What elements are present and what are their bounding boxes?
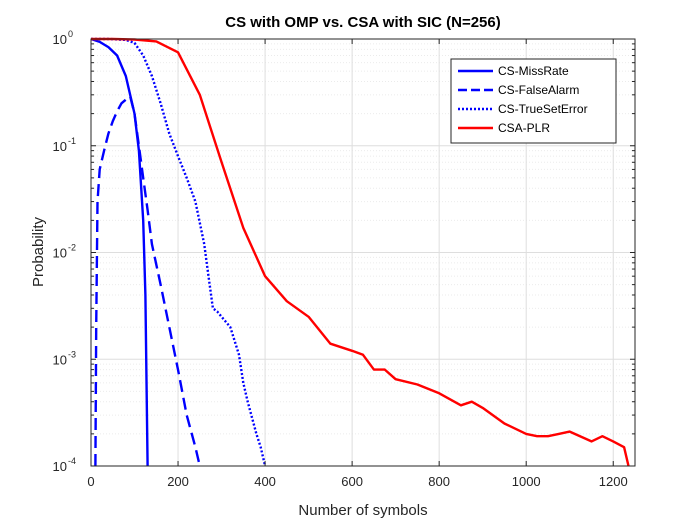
y-tick-label-base: 10	[53, 352, 67, 367]
x-tick-label: 200	[167, 474, 189, 489]
x-tick-label: 1000	[512, 474, 541, 489]
legend-label-cs-falsealarm: CS-FalseAlarm	[498, 83, 579, 97]
chart-title: CS with OMP vs. CSA with SIC (N=256)	[225, 14, 500, 31]
x-axis-label: Number of symbols	[298, 502, 427, 519]
series-line-cs-trueseterror	[91, 37, 267, 467]
y-tick-label-base: 10	[53, 246, 67, 261]
y-tick-label-exponent: -1	[68, 136, 76, 146]
y-tick-label-exponent: 0	[68, 29, 73, 39]
x-tick-label: 0	[87, 474, 94, 489]
y-tick-label-base: 10	[53, 32, 67, 47]
y-tick-label-exponent: -3	[68, 349, 76, 359]
y-tick-label-base: 10	[53, 139, 67, 154]
legend-label-cs-missrate: CS-MissRate	[498, 64, 569, 78]
y-axis-label: Probability	[30, 216, 47, 287]
y-tick-label-exponent: -4	[68, 456, 76, 466]
y-tick-label-exponent: -2	[68, 243, 76, 253]
x-tick-label: 600	[341, 474, 363, 489]
legend: CS-MissRate CS-FalseAlarm CS-TrueSetError C…	[450, 58, 617, 144]
series-line-cs-falsealarm	[94, 95, 201, 467]
x-tick-label: 400	[254, 474, 276, 489]
y-tick-label-base: 10	[53, 459, 67, 474]
series-line-cs-missrate	[90, 37, 149, 467]
legend-label-cs-trueseterror: CS-TrueSetError	[498, 102, 588, 116]
x-tick-label: 1200	[599, 474, 628, 489]
legend-label-csa-plr: CSA-PLR	[498, 121, 550, 135]
series-layer	[90, 37, 630, 467]
series-line-csa-plr	[91, 37, 630, 467]
x-tick-label: 800	[428, 474, 450, 489]
